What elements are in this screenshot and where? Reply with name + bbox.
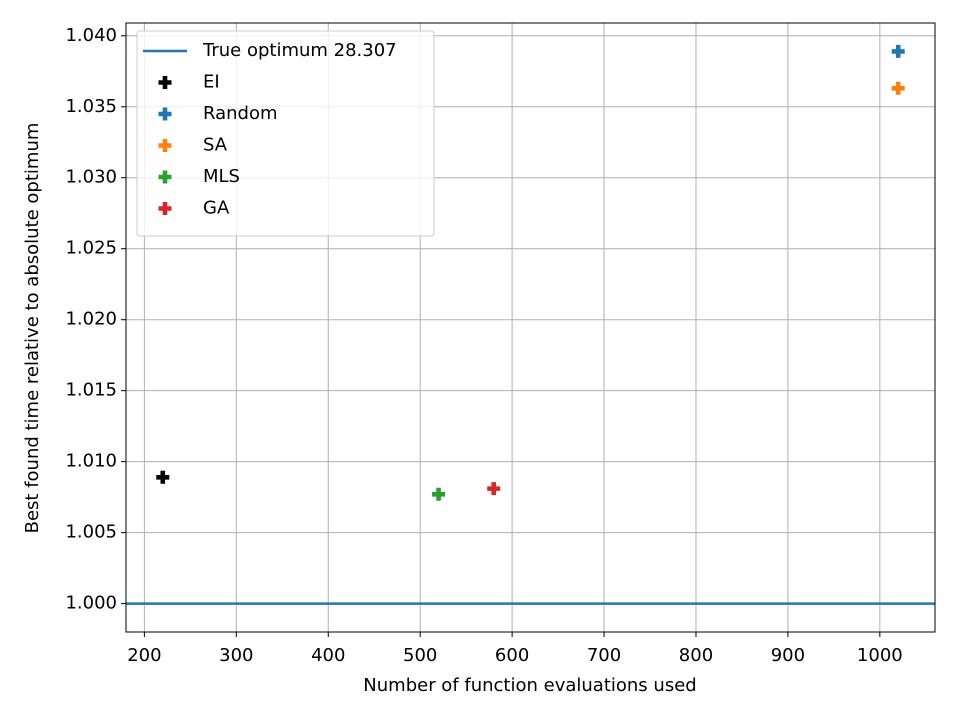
legend-label: EI xyxy=(203,72,220,93)
point xyxy=(891,44,905,58)
plot-frame xyxy=(125,22,936,633)
x-tick-label: 1000 xyxy=(857,645,903,666)
x-axis-label: Number of function evaluations used xyxy=(363,675,696,696)
y-axis-label: Best found time relative to absolute opt… xyxy=(22,123,43,534)
y-tick-label: 1.005 xyxy=(65,522,117,543)
x-tick-label: 300 xyxy=(219,645,253,666)
legend-swatch xyxy=(158,139,172,152)
y-tick-label: 1.010 xyxy=(65,451,117,472)
x-tick-label: 400 xyxy=(311,645,345,666)
legend-swatch xyxy=(158,202,172,215)
y-tick-label: 1.015 xyxy=(65,380,117,401)
legend-label: True optimum 28.307 xyxy=(202,40,397,61)
y-tick-label: 1.020 xyxy=(65,309,117,330)
x-tick-label: 200 xyxy=(127,645,161,666)
y-tick-label: 1.000 xyxy=(65,593,117,614)
point xyxy=(156,470,170,484)
x-tick-label: 500 xyxy=(403,645,437,666)
y-tick-label: 1.040 xyxy=(65,25,117,46)
legend-label: GA xyxy=(203,198,230,219)
legend-swatch xyxy=(158,170,172,184)
legend-label: SA xyxy=(203,135,228,156)
y-tick-label: 1.025 xyxy=(65,238,117,259)
x-tick-label: 600 xyxy=(495,645,529,666)
legend-label: MLS xyxy=(203,166,240,187)
y-tick-label: 1.035 xyxy=(65,96,117,117)
legend-label: Random xyxy=(203,103,278,124)
x-tick-label: 700 xyxy=(587,645,621,666)
point xyxy=(432,487,446,501)
point xyxy=(891,81,905,95)
x-tick-label: 800 xyxy=(679,645,713,666)
legend-swatch xyxy=(158,107,172,121)
y-tick-label: 1.030 xyxy=(65,167,117,188)
x-tick-label: 900 xyxy=(771,645,805,666)
legend-box xyxy=(136,30,435,237)
legend-swatch xyxy=(158,76,172,89)
point xyxy=(487,482,501,496)
